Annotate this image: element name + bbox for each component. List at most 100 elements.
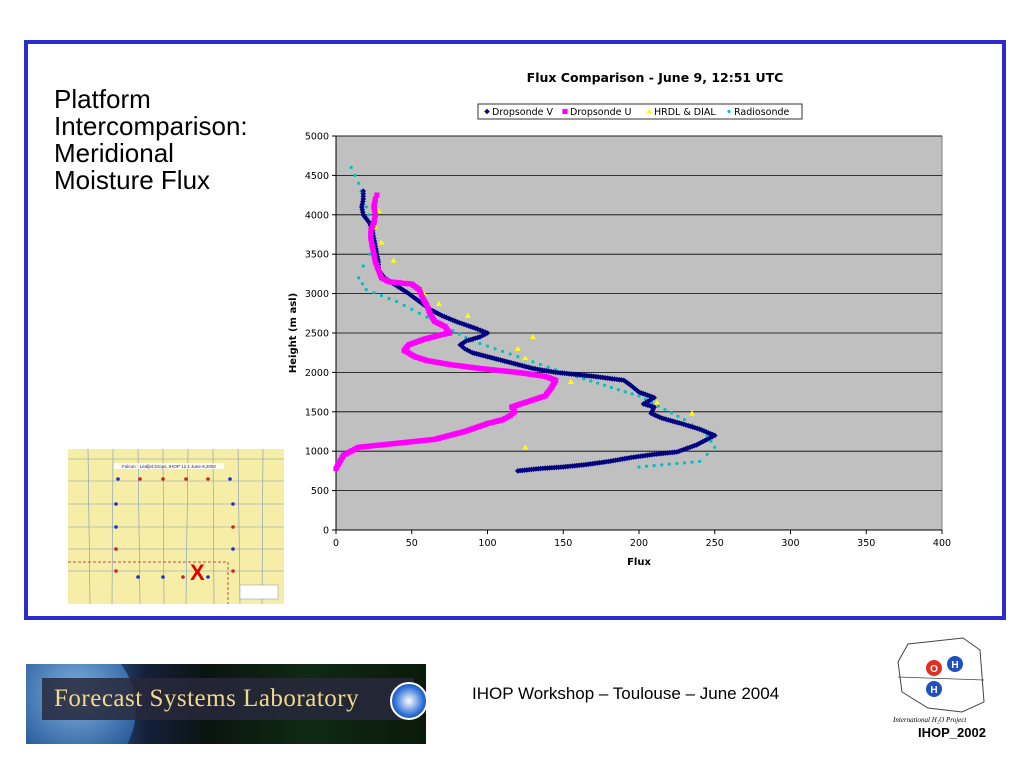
data-point — [373, 262, 379, 268]
data-point — [418, 292, 424, 298]
data-point — [452, 318, 458, 324]
legend-marker — [727, 109, 731, 114]
ihop-logo: O H H — [888, 632, 998, 744]
data-point — [682, 461, 687, 465]
x-tick-label: 400 — [933, 538, 951, 549]
data-point — [349, 165, 353, 170]
data-point — [654, 413, 661, 420]
y-tick-label: 3000 — [305, 289, 329, 300]
legend-marker — [562, 108, 568, 115]
legend-marker — [646, 108, 652, 114]
data-point — [479, 328, 486, 334]
y-tick-label: 1500 — [305, 407, 329, 418]
data-point — [663, 407, 667, 412]
data-point — [648, 410, 654, 417]
data-point — [357, 181, 361, 185]
data-point — [369, 225, 375, 231]
map-caption: Falcon - Leafjet Drops, IHOP 12.1 June 9… — [122, 464, 216, 469]
data-point — [397, 285, 404, 292]
ihop-h-bubble-2 — [926, 681, 942, 697]
data-point — [458, 320, 465, 327]
data-point — [372, 209, 378, 215]
data-point — [372, 196, 378, 202]
ihop-o-bubble — [926, 660, 942, 676]
data-point — [371, 254, 377, 260]
data-point — [467, 348, 473, 355]
data-point — [546, 365, 550, 369]
data-point — [652, 463, 656, 468]
x-tick-label: 350 — [857, 538, 875, 549]
data-point — [403, 289, 410, 296]
data-point — [652, 412, 659, 419]
data-point — [372, 291, 376, 295]
data-point — [367, 252, 371, 256]
data-point — [431, 308, 437, 315]
data-point — [461, 321, 467, 328]
data-point — [419, 294, 425, 301]
data-point — [374, 192, 380, 198]
data-point — [368, 227, 374, 234]
ihop-h-bubble-1 — [947, 656, 963, 672]
noaa-icon — [390, 682, 426, 720]
data-point — [357, 276, 361, 280]
data-point — [475, 326, 481, 333]
data-point — [508, 352, 512, 356]
map-drawing: Falcon - Leafjet Drops, IHOP 12.1 June 9… — [68, 449, 284, 604]
ihop-border-line — [897, 676, 985, 681]
data-point — [436, 300, 443, 307]
data-point — [522, 355, 529, 361]
data-point — [654, 399, 661, 405]
data-point — [371, 217, 377, 223]
ihop-o-letter: O — [930, 664, 938, 675]
y-tick-label: 5000 — [305, 132, 329, 143]
chart-legend: Dropsonde V Dropsonde U HRDL & DIAL Radioso… — [477, 103, 803, 120]
data-point — [411, 294, 417, 301]
x-tick-label: 200 — [630, 538, 648, 549]
data-point — [410, 307, 414, 311]
data-point — [468, 336, 474, 343]
data-point — [420, 301, 426, 307]
data-point — [529, 333, 536, 340]
data-point — [469, 349, 476, 356]
data-point — [371, 206, 377, 213]
data-point — [516, 355, 520, 359]
x-axis-label: Flux — [627, 557, 651, 568]
y-tick-label: 1000 — [305, 447, 329, 458]
legend-label: Dropsonde V — [492, 107, 554, 118]
data-point — [395, 299, 399, 304]
data-point — [425, 305, 431, 311]
data-point — [477, 334, 483, 340]
data-point — [640, 390, 647, 397]
data-point — [680, 421, 687, 428]
data-point — [371, 220, 377, 226]
y-tick-label: 3500 — [305, 250, 329, 261]
data-point — [372, 199, 378, 205]
data-point — [623, 390, 627, 394]
data-marks — [333, 165, 718, 474]
data-point — [360, 282, 365, 286]
data-point — [464, 335, 468, 340]
y-axis-label: Height (m asl) — [288, 293, 299, 373]
data-point — [375, 259, 382, 265]
data-point — [702, 437, 708, 444]
data-point — [450, 317, 456, 323]
y-tick-label: 500 — [311, 486, 329, 497]
data-point — [567, 378, 574, 385]
x-tick-label: 0 — [333, 538, 339, 549]
ihop-h-letter-2: H — [930, 685, 937, 696]
data-point — [358, 204, 365, 210]
map-x-marker: X — [190, 560, 205, 585]
data-point — [372, 256, 378, 263]
data-point — [417, 289, 423, 295]
map-inset: Falcon - Leafjet Drops, IHOP 12.1 June 9… — [68, 449, 284, 604]
data-point — [474, 334, 481, 341]
chart-title: Flux Comparison - June 9, 12:51 UTC — [527, 70, 784, 85]
legend-label: Dropsonde U — [570, 107, 632, 118]
state-border — [68, 561, 229, 604]
data-point — [485, 344, 490, 348]
data-point — [479, 332, 486, 339]
y-tick-label: 2500 — [305, 329, 329, 340]
data-point — [361, 264, 365, 268]
data-point — [676, 414, 680, 418]
data-point — [395, 284, 402, 290]
